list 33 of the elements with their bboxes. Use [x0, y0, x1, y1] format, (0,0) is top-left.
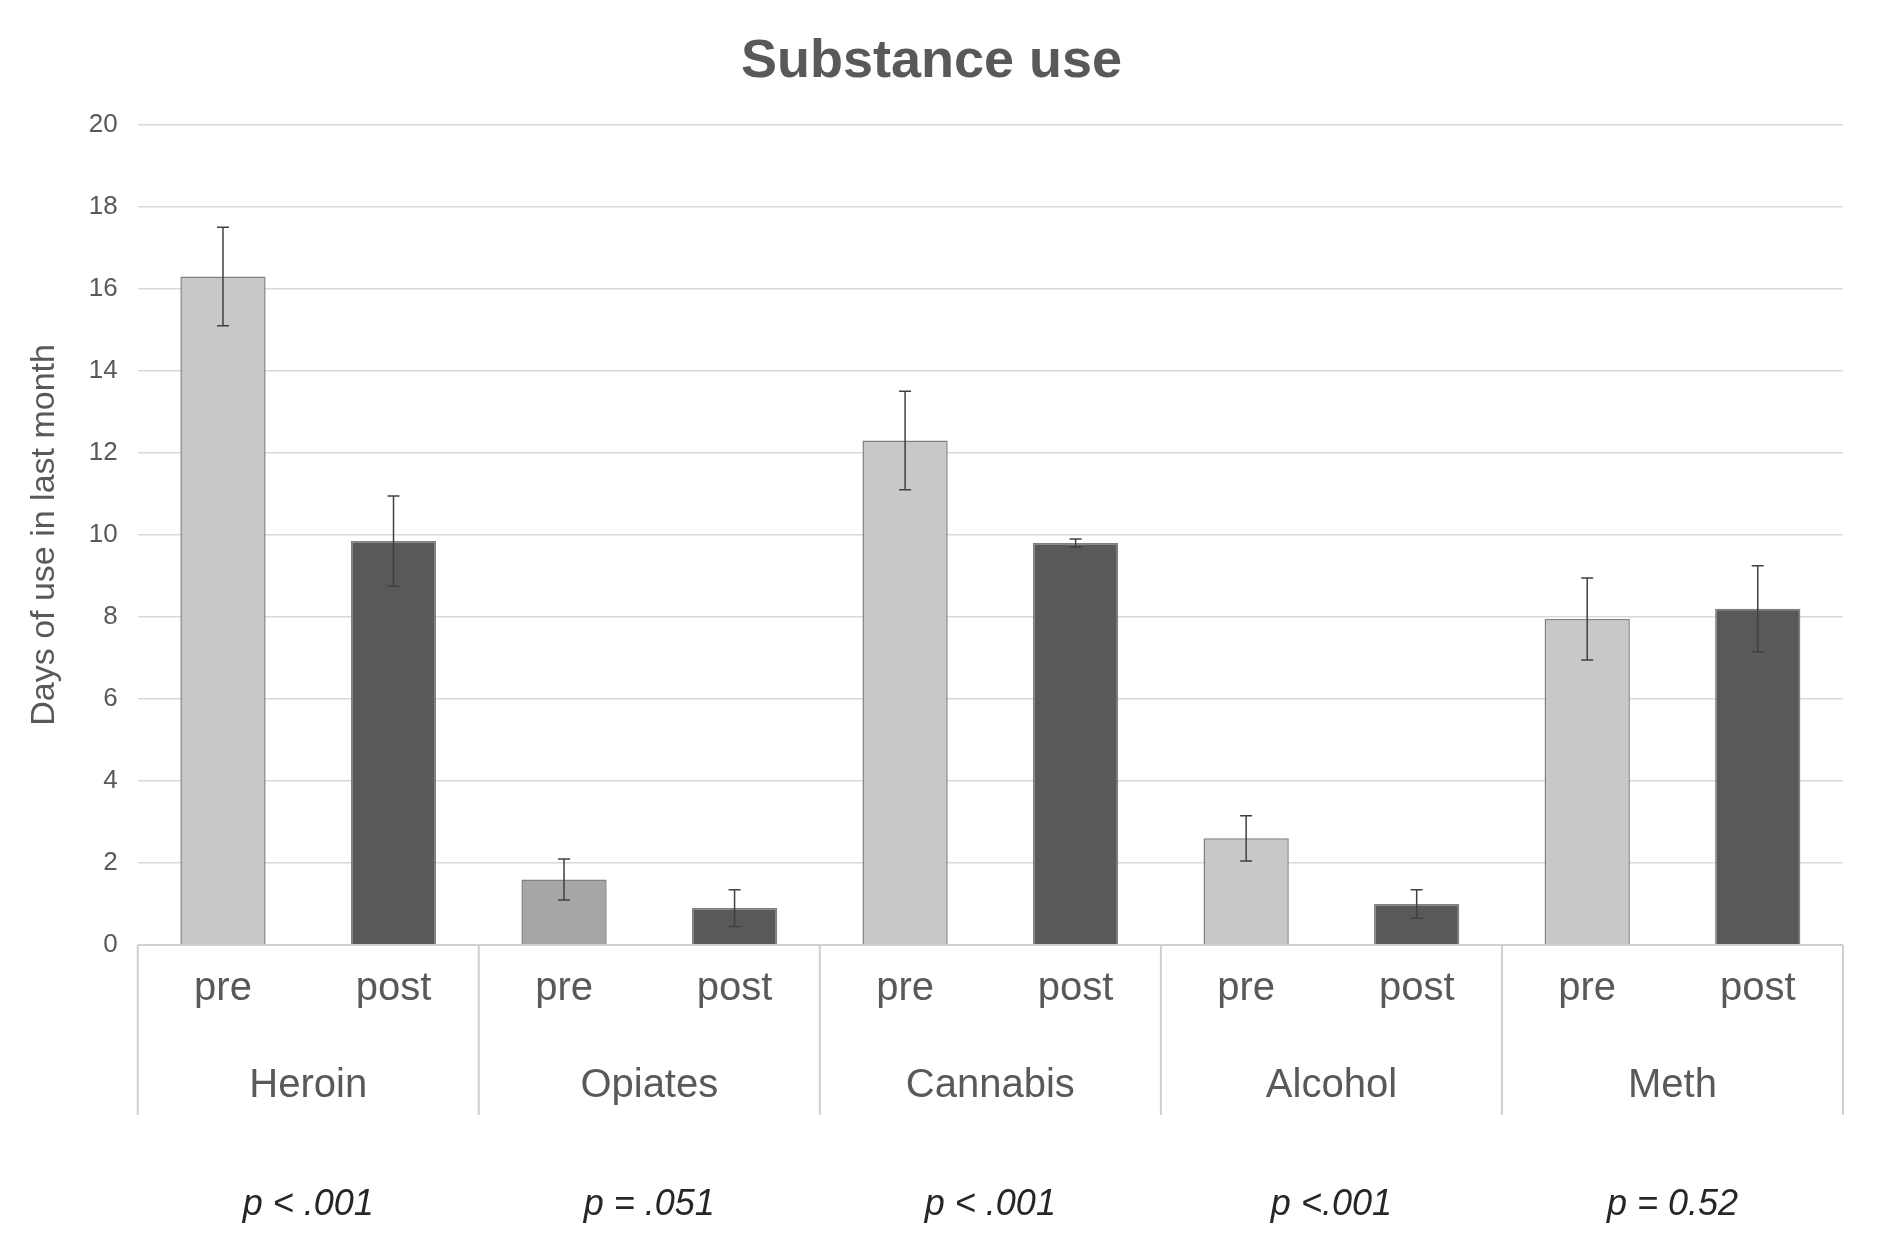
y-tick-label: 16 — [88, 272, 118, 303]
text: Cannabis — [905, 1061, 1075, 1106]
x-tick-label: post — [1037, 964, 1114, 1009]
text: p <.001 — [1269, 1182, 1392, 1224]
y-tick-label: 0 — [103, 928, 118, 959]
x-tick-label: pre — [1558, 964, 1617, 1009]
chart-title: Substance use — [740, 28, 1123, 89]
text: p < .001 — [241, 1182, 374, 1224]
x-tick-label: pre — [194, 964, 252, 1009]
x-tick-label: pre — [1217, 964, 1276, 1009]
y-tick-label: 12 — [88, 436, 118, 467]
x-tick-label: pre — [535, 964, 593, 1009]
text: p = 0.52 — [1605, 1182, 1739, 1224]
y-tick-label: 6 — [103, 682, 118, 713]
x-tick-label: post — [696, 964, 773, 1009]
y-tick-label: 18 — [88, 189, 118, 220]
y-tick-label: 4 — [103, 764, 118, 795]
text: Meth — [1628, 1061, 1717, 1106]
y-tick-label: 8 — [103, 600, 118, 631]
x-tick-label: post — [355, 964, 432, 1009]
text: Alcohol — [1265, 1061, 1398, 1106]
text: Opiates — [580, 1061, 719, 1106]
x-tick-label: post — [1719, 964, 1796, 1009]
y-tick-label: 14 — [88, 354, 118, 385]
x-tick-label: post — [1378, 964, 1455, 1009]
text: Heroin — [249, 1061, 368, 1106]
x-tick-label: pre — [876, 964, 934, 1009]
y-tick-label: 10 — [88, 518, 118, 549]
y-axis-title: Days of use in last month — [22, 344, 61, 726]
y-tick-label: 20 — [88, 107, 118, 138]
text: p < .001 — [923, 1182, 1056, 1224]
text: p = .051 — [582, 1182, 715, 1224]
y-tick-label: 2 — [103, 846, 118, 877]
